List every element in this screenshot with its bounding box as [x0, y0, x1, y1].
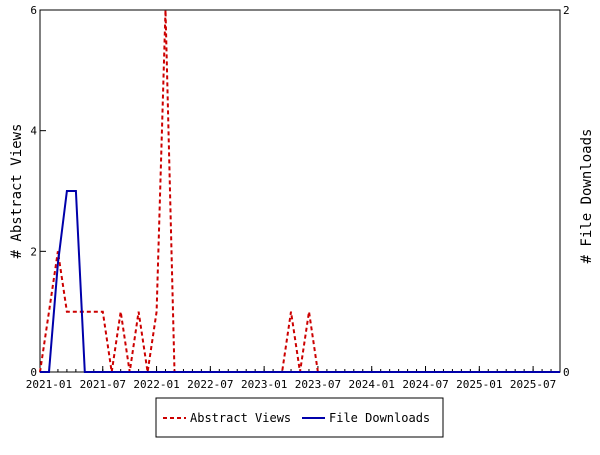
y-left-tick-label: 0 — [30, 366, 37, 379]
legend-label-abstract-views: Abstract Views — [190, 411, 291, 425]
x-tick-label: 2021-07 — [80, 378, 126, 391]
series-line-file-downloads — [40, 190, 560, 373]
y-right-tick-label: 2 — [563, 4, 570, 17]
legend: Abstract Views File Downloads — [155, 397, 444, 438]
x-tick-label: 2024-07 — [402, 378, 448, 391]
x-ticks: 2021-01 2021-07 2022-01 2022-07 2023-01 2023-… — [26, 366, 556, 391]
x-tick-label: 2022-07 — [187, 378, 233, 391]
y-left-tick-label: 4 — [30, 125, 37, 138]
series-layer — [39, 9, 560, 373]
legend-label-file-downloads: File Downloads — [329, 411, 430, 425]
x-tick-label: 2021-01 — [26, 378, 72, 391]
y-left-tick-label: 6 — [30, 4, 37, 17]
x-tick-label: 2024-01 — [349, 378, 395, 391]
y-right-tick-label: 0 — [563, 366, 570, 379]
y-left-tick-label: 2 — [30, 245, 37, 258]
legend-box — [155, 397, 444, 438]
x-tick-label: 2023-07 — [295, 378, 341, 391]
plot-area — [39, 9, 561, 373]
x-tick-label: 2022-01 — [133, 378, 179, 391]
x-tick-label: 2025-01 — [456, 378, 502, 391]
y-left-axis-title: # Abstract Views — [9, 124, 25, 259]
x-tick-label: 2025-07 — [510, 378, 556, 391]
y-right-axis-title: # File Downloads — [579, 129, 595, 264]
x-tick-label: 2023-01 — [241, 378, 287, 391]
